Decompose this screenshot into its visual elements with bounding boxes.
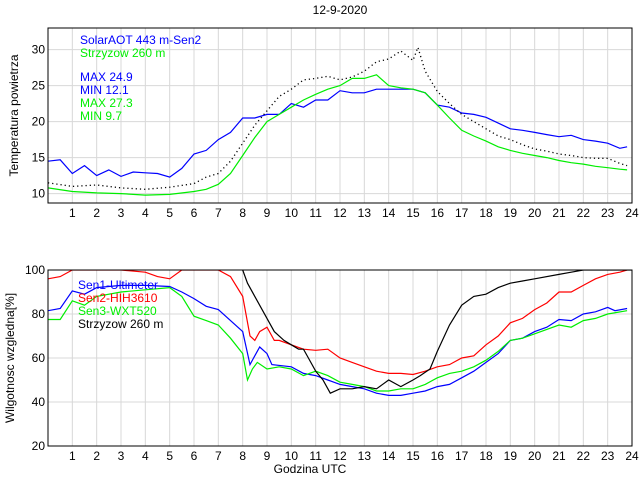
series-line-sen3-wxt520 [48, 286, 628, 392]
x-tick-label: 7 [215, 206, 222, 220]
x-tick-label: 10 [285, 206, 299, 220]
y-tick-label: 20 [32, 115, 46, 129]
x-tick-label: 14 [382, 449, 396, 463]
y-axis-label: Temperatura powietrza [7, 54, 21, 176]
plot-frame [47, 27, 633, 204]
x-tick-label: 16 [431, 449, 445, 463]
y-tick-label: 100 [25, 263, 45, 277]
x-tick-label: 24 [625, 449, 639, 463]
legend-entry: Sen1-Ultimeter [78, 278, 158, 292]
y-tick-label: 60 [32, 351, 46, 365]
x-tick-label: 18 [479, 206, 493, 220]
y-tick-label: 25 [32, 79, 46, 93]
x-tick-label: 3 [118, 449, 125, 463]
x-tick-label: 21 [552, 206, 566, 220]
series-line-reference [48, 45, 628, 190]
x-tick-label: 22 [577, 206, 591, 220]
y-tick-label: 20 [32, 439, 46, 453]
legend-entry: Sen2-HIH3610 [78, 291, 158, 305]
x-tick-label: 3 [118, 206, 125, 220]
plot-frame [47, 269, 633, 447]
x-tick-label: 23 [601, 449, 615, 463]
x-tick-label: 20 [528, 449, 542, 463]
x-tick-label: 19 [504, 449, 518, 463]
y-tick-label: 30 [32, 43, 46, 57]
x-tick-label: 24 [625, 206, 639, 220]
series-line-strzyzow-260-m [48, 74, 628, 196]
legend-entry: Strzyzow 260 m [80, 46, 165, 60]
x-tick-label: 14 [382, 206, 396, 220]
x-axis-label: Godzina UTC [274, 462, 347, 476]
x-tick-label: 4 [142, 449, 149, 463]
y-tick-label: 10 [32, 187, 46, 201]
x-tick-label: 6 [191, 449, 198, 463]
x-tick-label: 11 [309, 206, 322, 220]
stat-label: MAX 27.3 [80, 96, 133, 110]
legend-entry: Strzyzow 260 m [78, 317, 163, 331]
x-tick-label: 7 [215, 449, 222, 463]
x-tick-label: 6 [191, 206, 198, 220]
x-tick-label: 8 [239, 206, 246, 220]
x-tick-label: 4 [142, 206, 149, 220]
x-tick-label: 2 [93, 449, 100, 463]
series-line-sen1-ultimeter [48, 284, 628, 396]
series-line-solaraot-443-m-sen2 [48, 88, 628, 178]
humidity-plot: 1 2 3 4 5 6 7 8 9 10 11 12 13 14 15 16 17 18 19 20 21 22 23 242… [3, 263, 639, 476]
x-tick-label: 11 [309, 449, 322, 463]
series-line-strzyzow-260-m [242, 270, 632, 394]
x-tick-label: 9 [264, 206, 271, 220]
y-tick-label: 15 [32, 151, 46, 165]
x-tick-label: 17 [455, 449, 469, 463]
y-tick-label: 40 [32, 395, 46, 409]
x-tick-label: 1 [69, 206, 76, 220]
chart-title: 12-9-2020 [313, 3, 368, 17]
stat-label: MIN 12.1 [80, 83, 129, 97]
x-tick-label: 10 [285, 449, 299, 463]
legend-entry: Sen3-WXT520 [78, 304, 157, 318]
x-tick-label: 22 [577, 449, 591, 463]
x-tick-label: 16 [431, 206, 445, 220]
temperature-plot: 1 2 3 4 5 6 7 8 9 10 11 12 13 14 15 16 17 18 19 20 21 22 23 241… [7, 27, 639, 220]
x-tick-label: 18 [479, 449, 493, 463]
x-tick-label: 20 [528, 206, 542, 220]
x-tick-label: 21 [552, 449, 566, 463]
x-tick-label: 5 [166, 206, 173, 220]
x-tick-label: 13 [358, 206, 372, 220]
x-tick-label: 13 [358, 449, 372, 463]
x-tick-label: 9 [264, 449, 271, 463]
y-axis-label: Wilgotnosc wzgledna[%] [3, 293, 17, 423]
x-tick-label: 12 [333, 449, 347, 463]
x-tick-label: 5 [166, 449, 173, 463]
x-tick-label: 15 [406, 206, 420, 220]
x-tick-label: 1 [69, 449, 76, 463]
legend-entry: SolarAOT 443 m-Sen2 [80, 33, 201, 47]
x-tick-label: 12 [333, 206, 347, 220]
x-tick-label: 17 [455, 206, 469, 220]
series-line-sen2-hih3610 [48, 270, 628, 376]
y-tick-label: 80 [32, 307, 46, 321]
x-tick-label: 8 [239, 449, 246, 463]
x-tick-label: 2 [93, 206, 100, 220]
stat-label: MAX 24.9 [80, 70, 133, 84]
x-tick-label: 23 [601, 206, 615, 220]
x-tick-label: 19 [504, 206, 518, 220]
x-tick-label: 15 [406, 449, 420, 463]
stat-label: MIN 9.7 [80, 109, 122, 123]
